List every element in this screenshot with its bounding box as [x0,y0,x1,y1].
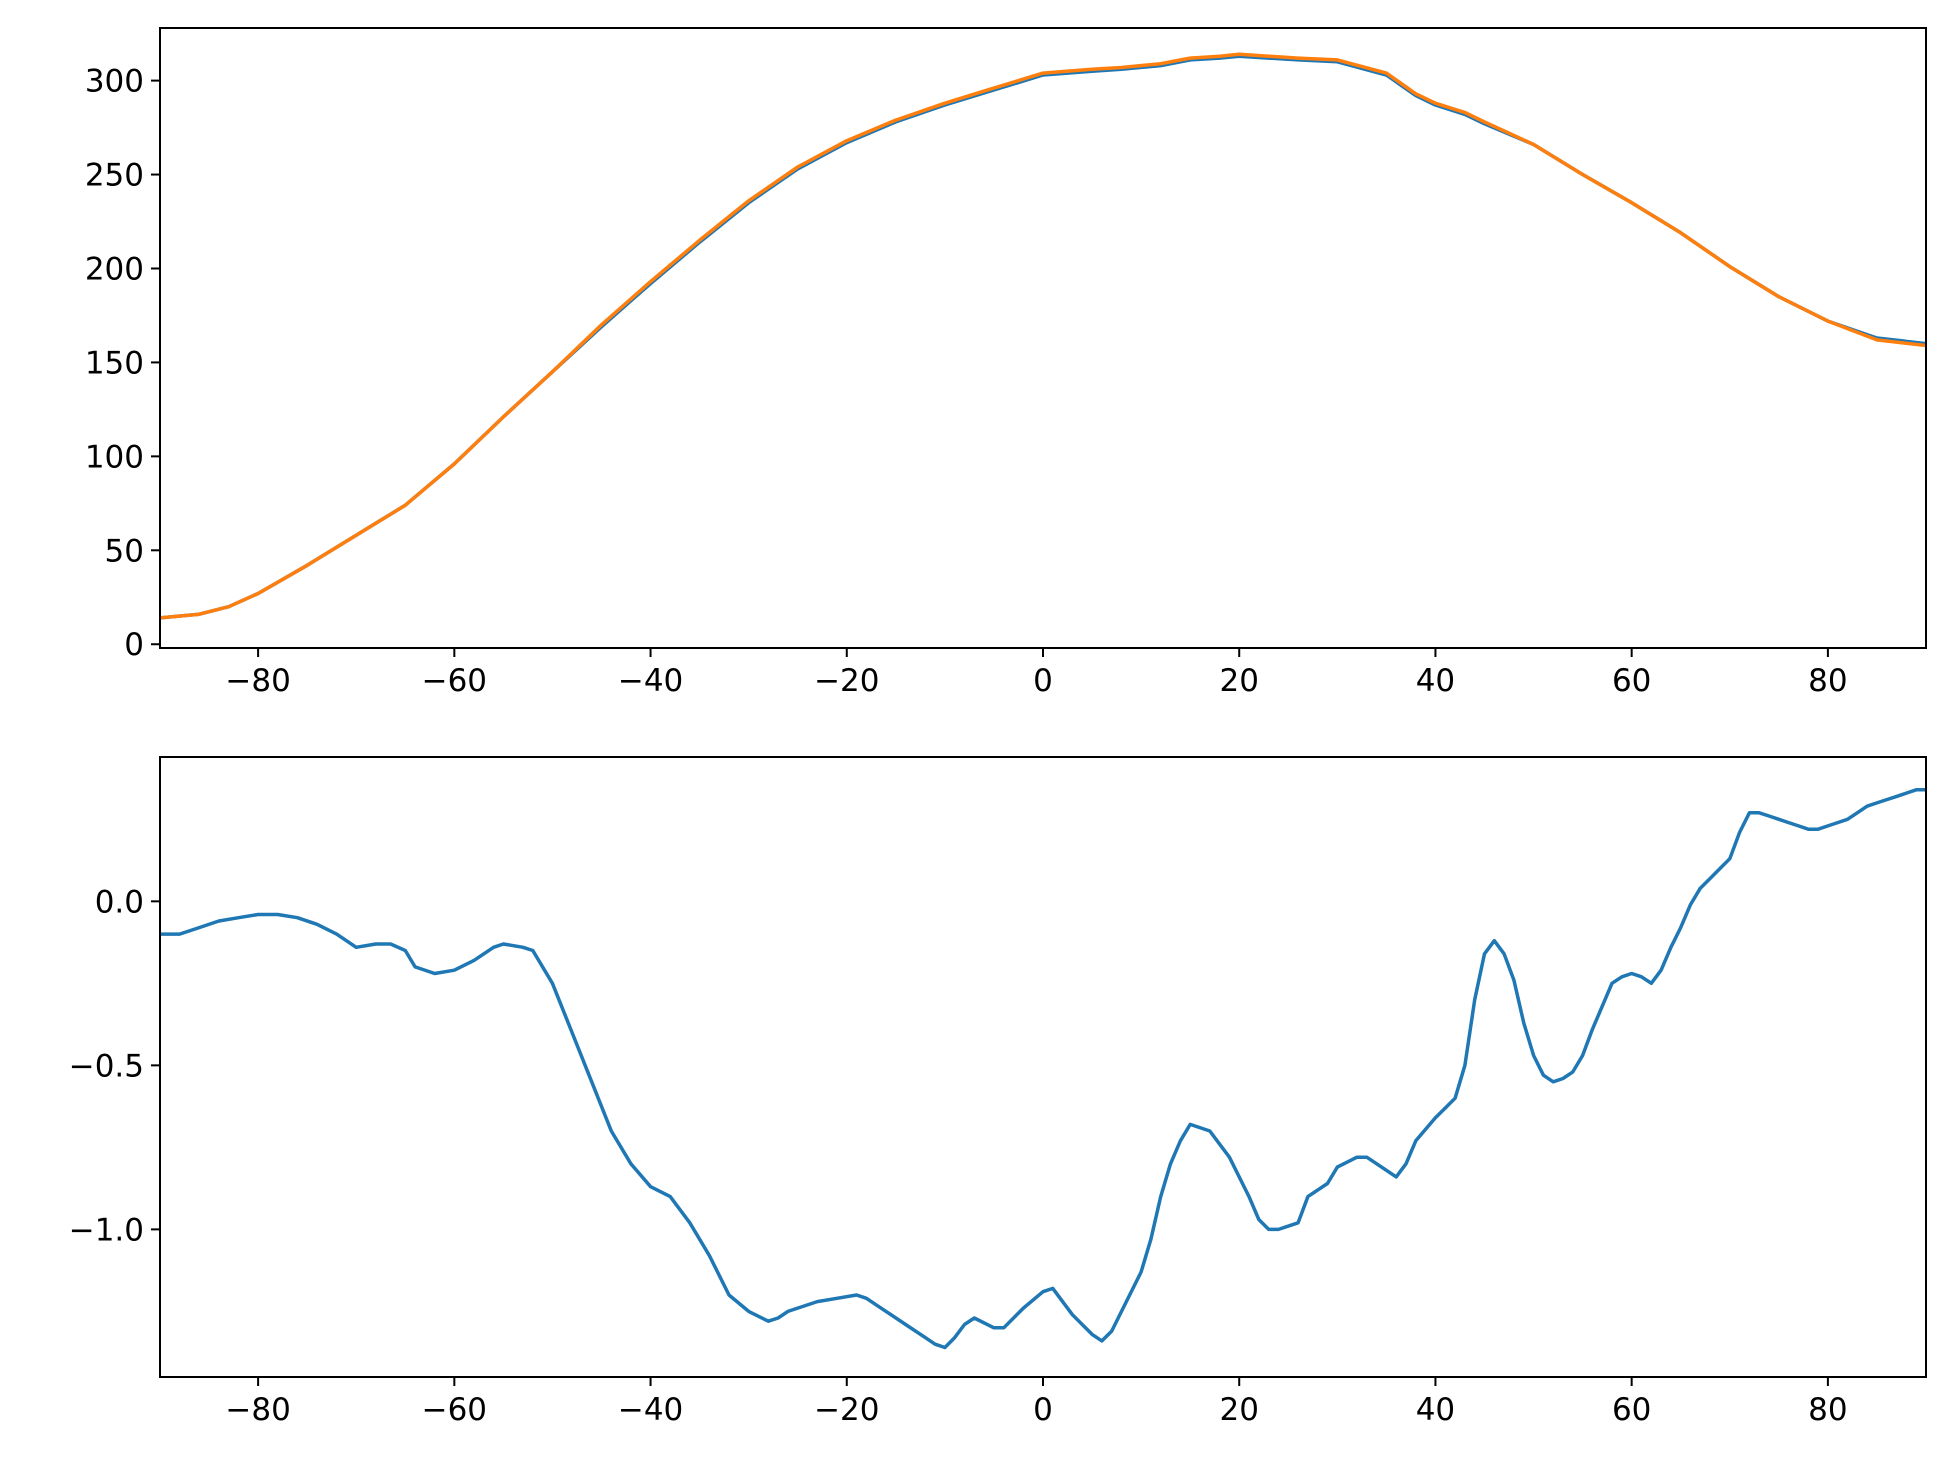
bottom-y-tick-label: −0.5 [69,1048,144,1084]
top-y-tick-label: 300 [85,64,144,100]
bottom-x-tick-label: −60 [422,1392,487,1428]
top-y-tick-label: 200 [85,251,144,287]
top-y-tick-label: 150 [85,345,144,381]
bottom-line-chart: −80 −60 −40 −20 0 20 40 60 80 0.0 −0.5 −1.0 [69,756,1927,1428]
bottom-chart-series [160,788,1926,1350]
bottom-chart-ticks: −80 −60 −40 −20 0 20 40 60 80 0.0 −0.5 −1.0 [69,884,1848,1428]
top-chart-axes-frame [159,27,1927,649]
bottom-x-tick-label: −40 [618,1392,683,1428]
top-series-line-2 [160,52,1926,620]
bottom-chart-axes-frame [159,756,1927,1378]
bottom-y-tick-label: 0.0 [95,884,144,920]
top-y-tick-label: 100 [85,439,144,475]
bottom-x-tick-label: 40 [1416,1392,1455,1428]
top-line-chart: −80 −60 −40 −20 0 20 40 60 80 0 50 100 150 200 250 300 [85,27,1927,699]
bottom-x-tick-label: −20 [814,1392,879,1428]
top-x-tick-label: −60 [422,663,487,699]
bottom-x-tick-label: 20 [1219,1392,1258,1428]
bottom-x-tick-label: 0 [1033,1392,1053,1428]
bottom-x-tick-label: 60 [1612,1392,1651,1428]
top-x-tick-label: 0 [1033,663,1053,699]
top-x-tick-label: 60 [1612,663,1651,699]
bottom-y-tick-label: −1.0 [69,1212,144,1248]
bottom-series-line-1 [160,788,1926,1350]
top-x-tick-label: 80 [1808,663,1847,699]
top-chart-ticks: −80 −60 −40 −20 0 20 40 60 80 0 50 100 150 200 250 300 [85,64,1848,699]
bottom-x-tick-label: 80 [1808,1392,1847,1428]
top-x-tick-label: 40 [1416,663,1455,699]
top-x-tick-label: 20 [1219,663,1258,699]
top-x-tick-label: −20 [814,663,879,699]
top-x-tick-label: −40 [618,663,683,699]
top-y-tick-label: 250 [85,158,144,194]
top-y-tick-label: 50 [105,533,144,569]
top-y-tick-label: 0 [124,627,144,663]
top-chart-series [160,52,1926,620]
top-x-tick-label: −80 [225,663,290,699]
bottom-x-tick-label: −80 [225,1392,290,1428]
